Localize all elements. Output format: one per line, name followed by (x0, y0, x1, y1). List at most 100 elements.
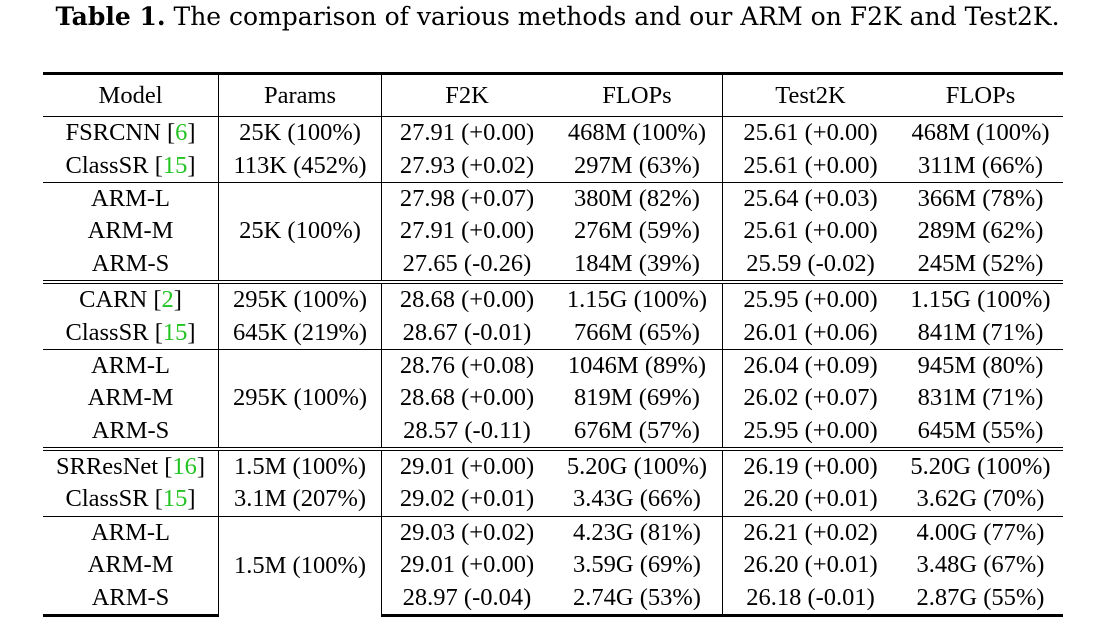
model-name: ARM-L (43, 515, 220, 550)
f2k-psnr-cell: 28.76 (+0.08) (381, 348, 552, 383)
f2k-flops-cell: 4.23G (81%) (551, 515, 723, 550)
model-name: FSRCNN (65, 119, 161, 147)
citation-ref: 2 (161, 286, 174, 314)
table-body: FSRCNN [6] 25K (100%) 27.91 (+0.00) 468M (1… (43, 116, 1063, 617)
f2k-psnr-cell: 28.97 (-0.04) (381, 581, 552, 617)
f2k-psnr-cell: 29.03 (+0.02) (381, 515, 552, 550)
test2k-psnr-cell: 26.20 (+0.01) (743, 551, 878, 579)
arm-params-cell: 1.5M (100%) (218, 515, 382, 616)
caption-label: Table 1. (55, 2, 166, 31)
f2k-psnr-cell: 27.91 (+0.00) (399, 119, 535, 147)
test2k-flops-cell: 4.00G (77%) (898, 515, 1063, 550)
model-name: ARM-S (43, 581, 220, 617)
test2k-flops-cell: 3.62G (70%) (916, 485, 1045, 513)
f2k-psnr-cell: 29.01 (+0.00) (399, 551, 535, 579)
f2k-flops-cell: 3.59G (69%) (551, 549, 723, 582)
f2k-psnr-cell: 27.91 (+0.00) (399, 217, 535, 245)
table-row: ARM-L 25K (100%) 27.98 (+0.07) 380M (82%) 25… (43, 181, 1063, 282)
test2k-psnr-cell: 26.02 (+0.07) (743, 384, 878, 412)
f2k-flops-cell: 1046M (89%) (551, 348, 723, 383)
header-f2k: F2K (381, 72, 552, 117)
header-params: Params (218, 72, 382, 117)
model-name: SRResNet (55, 453, 159, 481)
table-row: ARM-S 27.65 (-0.26) 184M (39%) 25.59 (-0.02… (43, 247, 1063, 282)
f2k-flops-cell: 5.20G (100%) (551, 446, 723, 484)
citation-ref: 15 (162, 318, 188, 346)
f2k-psnr-cell: 28.68 (+0.00) (399, 384, 535, 412)
f2k-flops-cell: 184M (39%) (551, 247, 723, 282)
test2k-psnr-cell: 26.04 (+0.09) (722, 348, 899, 383)
table-row: ClassSR [15] 113K (452%) 27.93 (+0.02) 297M… (43, 149, 1063, 183)
test2k-psnr-cell: 26.20 (+0.01) (743, 485, 878, 513)
test2k-psnr-cell: 25.95 (+0.00) (722, 279, 899, 317)
caption-text: The comparison of various methods and ou… (173, 2, 1060, 31)
params-cell: 1.5M (100%) (218, 446, 382, 484)
test2k-psnr-cell: 25.95 (+0.00) (743, 416, 878, 444)
citation-ref: 15 (162, 485, 188, 513)
model-name-cell: CARN [2] (43, 279, 220, 317)
table-row: ClassSR [15] 645K (219%) 28.67 (-0.01) 766M… (43, 316, 1063, 350)
table-row: ARM-M 28.68 (+0.00) 819M (69%) 26.02 (+0.07… (43, 382, 1063, 415)
comparison-table: Model Params F2K FLOPs Test2K FLOPs FSRC… (43, 72, 1063, 617)
table-row: FSRCNN [6] 25K (100%) 27.91 (+0.00) 468M (1… (43, 116, 1063, 150)
f2k-flops-cell: 2.74G (53%) (551, 581, 723, 617)
test2k-psnr-cell: 25.61 (+0.00) (743, 151, 878, 179)
model-name: ClassSR (65, 485, 149, 513)
citation-ref: 16 (172, 453, 197, 481)
f2k-psnr-cell: 28.67 (-0.01) (402, 318, 532, 346)
header-test2k-flops: FLOPs (898, 72, 1063, 117)
test2k-flops-cell: 645M (55%) (917, 416, 1044, 444)
f2k-psnr-cell: 27.93 (+0.02) (399, 151, 535, 179)
citation-ref: 15 (162, 151, 188, 179)
model-name: ARM-L (43, 348, 220, 383)
model-name: ARM-M (43, 549, 220, 582)
model-name: ARM-L (43, 181, 220, 216)
f2k-flops-cell: 766M (65%) (551, 316, 723, 350)
f2k-psnr-cell: 29.01 (+0.00) (381, 446, 552, 484)
model-name: ClassSR (65, 151, 149, 179)
f2k-flops-cell: 297M (63%) (551, 149, 723, 183)
f2k-flops-cell: 1.15G (100%) (551, 279, 723, 317)
header-f2k-flops: FLOPs (551, 72, 723, 117)
params-cell: 113K (452%) (218, 149, 382, 183)
test2k-flops-cell: 3.48G (67%) (916, 551, 1045, 579)
f2k-psnr-cell: 27.98 (+0.07) (381, 181, 552, 216)
table-row: ClassSR [15] 3.1M (207%) 29.02 (+0.01) 3.43… (43, 483, 1063, 517)
table-row: ARM-M 29.01 (+0.00) 3.59G (69%) 26.20 (+0.0… (43, 549, 1063, 582)
params-cell: 25K (100%) (218, 116, 382, 150)
test2k-flops-cell: 311M (66%) (918, 151, 1043, 179)
table-row: ARM-L 1.5M (100%) 29.03 (+0.02) 4.23G (81%)… (43, 515, 1063, 616)
test2k-psnr-cell: 25.64 (+0.03) (722, 181, 899, 216)
header-model: Model (43, 72, 220, 117)
table-row: ARM-L 295K (100%) 28.76 (+0.08) 1046M (89%)… (43, 348, 1063, 449)
f2k-flops-cell: 276M (59%) (551, 215, 723, 248)
test2k-flops-cell: 1.15G (100%) (898, 279, 1063, 317)
table-caption: Table 1. The comparison of various metho… (0, 2, 1115, 31)
test2k-psnr-cell: 25.59 (-0.02) (746, 249, 875, 277)
params-cell: 645K (219%) (218, 316, 382, 350)
test2k-flops-cell: 841M (71%) (917, 318, 1044, 346)
table-row: CARN [2] 295K (100%) 28.68 (+0.00) 1.15G (1… (43, 279, 1063, 317)
model-name-cell: ClassSR [15] (43, 316, 220, 350)
model-name-cell: FSRCNN [6] (43, 116, 220, 150)
f2k-flops-cell: 819M (69%) (551, 382, 723, 415)
f2k-flops-cell: 3.43G (66%) (551, 483, 723, 517)
params-cell: 295K (100%) (218, 279, 382, 317)
f2k-psnr-cell: 28.57 (-0.11) (403, 416, 531, 444)
f2k-psnr-cell: 29.02 (+0.01) (399, 485, 535, 513)
arm-params-cell: 295K (100%) (218, 348, 382, 449)
table-row: SRResNet [16] 1.5M (100%) 29.01 (+0.00) 5.2… (43, 446, 1063, 484)
model-name: ARM-M (43, 382, 220, 415)
test2k-psnr-cell: 25.61 (+0.00) (743, 217, 878, 245)
f2k-flops-cell: 676M (57%) (551, 414, 723, 449)
table-row: ARM-S 28.57 (-0.11) 676M (57%) 25.95 (+0.00… (43, 414, 1063, 449)
header-test2k: Test2K (722, 72, 899, 117)
citation-ref: 6 (175, 119, 188, 147)
test2k-flops-cell: 366M (78%) (898, 181, 1063, 216)
test2k-flops-cell: 245M (52%) (917, 249, 1044, 277)
header-row: Model Params F2K FLOPs Test2K FLOPs (43, 72, 1063, 117)
test2k-flops-cell: 468M (100%) (911, 119, 1050, 147)
f2k-psnr-cell: 28.68 (+0.00) (381, 279, 552, 317)
table-row: ARM-S 28.97 (-0.04) 2.74G (53%) 26.18 (-0.0… (43, 581, 1063, 617)
model-name: ARM-M (43, 215, 220, 248)
